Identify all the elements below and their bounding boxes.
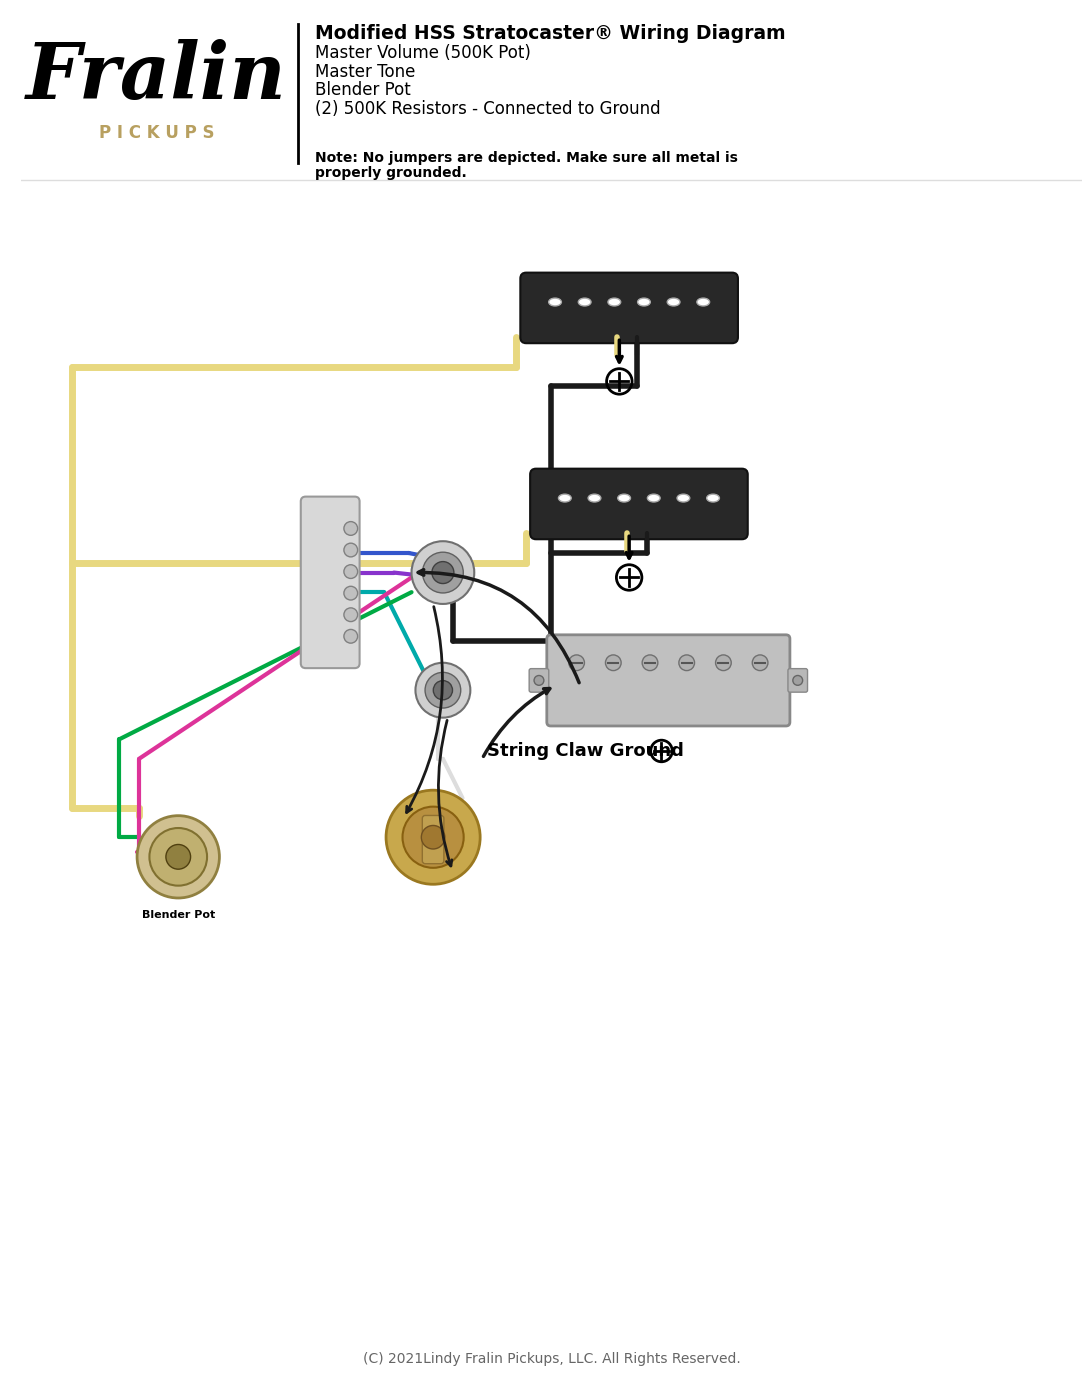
Circle shape <box>606 655 621 671</box>
Text: Modified HSS Stratocaster® Wiring Diagram: Modified HSS Stratocaster® Wiring Diagra… <box>316 24 787 43</box>
Circle shape <box>386 790 480 885</box>
Circle shape <box>642 655 658 671</box>
FancyBboxPatch shape <box>788 669 807 692</box>
Ellipse shape <box>589 494 601 503</box>
Circle shape <box>403 806 464 868</box>
Circle shape <box>425 672 461 708</box>
Text: Master Tone: Master Tone <box>316 63 415 81</box>
Text: Master Volume (500K Pot): Master Volume (500K Pot) <box>316 43 531 62</box>
Ellipse shape <box>578 298 591 307</box>
Circle shape <box>421 826 445 848</box>
Text: Blender Pot: Blender Pot <box>316 81 411 99</box>
Text: (2) 500K Resistors - Connected to Ground: (2) 500K Resistors - Connected to Ground <box>316 99 661 118</box>
Ellipse shape <box>558 494 571 503</box>
Circle shape <box>344 630 358 643</box>
Ellipse shape <box>647 494 660 503</box>
Circle shape <box>411 542 474 603</box>
Text: String Claw Ground: String Claw Ground <box>487 742 684 760</box>
Circle shape <box>678 655 695 671</box>
Circle shape <box>415 662 471 718</box>
Circle shape <box>715 655 731 671</box>
Circle shape <box>344 522 358 535</box>
Circle shape <box>535 675 544 685</box>
Text: (C) 2021Lindy Fralin Pickups, LLC. All Rights Reserved.: (C) 2021Lindy Fralin Pickups, LLC. All R… <box>362 1352 740 1366</box>
Text: Note: No jumpers are depicted. Make sure all metal is: Note: No jumpers are depicted. Make sure… <box>316 151 738 165</box>
Circle shape <box>344 587 358 601</box>
Circle shape <box>344 543 358 557</box>
Circle shape <box>137 816 220 897</box>
FancyBboxPatch shape <box>530 469 748 539</box>
FancyBboxPatch shape <box>546 634 790 727</box>
Ellipse shape <box>608 298 621 307</box>
Circle shape <box>793 675 803 685</box>
Text: Fralin: Fralin <box>26 39 287 116</box>
Ellipse shape <box>677 494 690 503</box>
FancyBboxPatch shape <box>422 815 444 864</box>
FancyBboxPatch shape <box>520 273 738 343</box>
Circle shape <box>166 844 190 869</box>
Text: Blender Pot: Blender Pot <box>142 910 215 920</box>
Ellipse shape <box>549 298 562 307</box>
FancyBboxPatch shape <box>301 497 359 668</box>
Circle shape <box>149 827 207 886</box>
Text: properly grounded.: properly grounded. <box>316 165 467 179</box>
Circle shape <box>432 561 453 584</box>
FancyBboxPatch shape <box>22 14 1082 181</box>
Circle shape <box>344 564 358 578</box>
Ellipse shape <box>707 494 720 503</box>
Circle shape <box>422 552 463 594</box>
Circle shape <box>569 655 584 671</box>
Circle shape <box>433 680 452 700</box>
Ellipse shape <box>637 298 650 307</box>
Circle shape <box>752 655 768 671</box>
Text: P I C K U P S: P I C K U P S <box>98 125 214 143</box>
Ellipse shape <box>668 298 679 307</box>
Circle shape <box>344 608 358 622</box>
FancyBboxPatch shape <box>529 669 549 692</box>
Ellipse shape <box>618 494 631 503</box>
Ellipse shape <box>697 298 710 307</box>
